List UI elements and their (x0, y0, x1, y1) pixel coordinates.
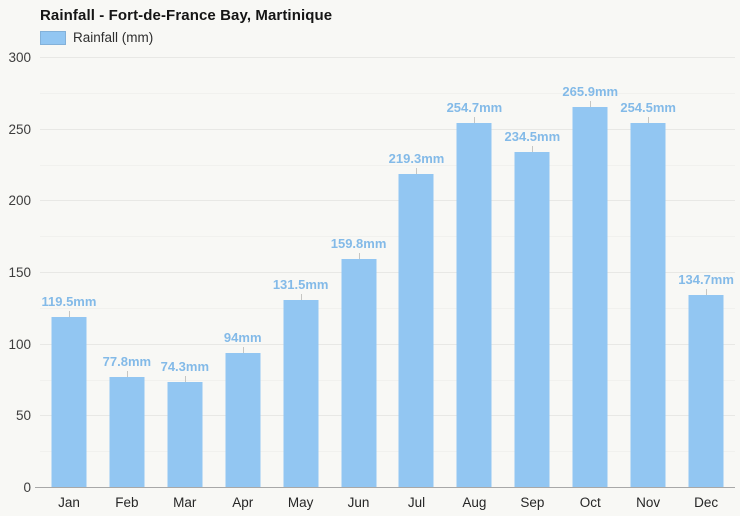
value-label-oct: 265.9mm (562, 83, 619, 99)
x-label-jul: Jul (407, 495, 426, 510)
gridline-75 (40, 379, 735, 381)
value-label-nov: 254.5mm (620, 100, 676, 116)
gridline-200 (40, 200, 735, 202)
gridline-300 (40, 57, 735, 58)
bar-mar[interactable] (167, 381, 203, 488)
gridline-275 (40, 92, 735, 94)
x-label-feb: Feb (115, 495, 139, 510)
bar-nov[interactable] (630, 123, 666, 488)
value-stem-dec (706, 288, 708, 295)
gridline-225 (40, 164, 735, 166)
y-tick-100: 100 (8, 336, 31, 352)
value-label-feb: 77.8mm (102, 353, 152, 369)
x-axis-line (35, 487, 735, 488)
bar-slot-dec: 134.7mm (677, 58, 735, 488)
value-label-jul: 219.3mm (388, 150, 445, 166)
value-label-sep: 234.5mm (504, 128, 561, 144)
x-label-jan: Jan (58, 495, 80, 510)
y-tick-250: 250 (8, 121, 31, 137)
x-label-aug: Aug (462, 495, 487, 510)
bar-sep[interactable] (514, 151, 550, 488)
bar-may[interactable] (283, 299, 319, 488)
bar-slot-sep: 234.5mm (503, 58, 561, 488)
value-label-may: 131.5mm (272, 276, 329, 292)
bar-apr[interactable] (225, 353, 261, 488)
value-label-jan: 119.5mm (41, 293, 97, 309)
gridline-100 (40, 343, 735, 345)
legend-label: Rainfall (mm) (73, 30, 154, 45)
legend-swatch-icon (40, 30, 66, 45)
value-stem-may (300, 293, 302, 300)
x-label-jun: Jun (347, 495, 370, 510)
chart-title: Rainfall - Fort-de-France Bay, Martiniqu… (40, 7, 333, 24)
value-stem-oct (590, 100, 592, 107)
y-tick-150: 150 (8, 265, 31, 280)
x-label-sep: Sep (520, 495, 545, 510)
x-label-may: May (287, 495, 314, 510)
gridline-25 (40, 451, 735, 453)
bar-jan[interactable] (51, 316, 87, 488)
x-label-oct: Oct (579, 495, 601, 510)
x-label-mar: Mar (173, 495, 197, 510)
x-axis-labels: Jan Feb Mar Apr May Jun Jul Aug Sep Oct Nov Dec (40, 495, 735, 510)
legend-rainfall[interactable]: Rainfall (mm) (40, 30, 153, 45)
value-stem-aug (474, 116, 476, 123)
bar-slot-apr: 94mm (214, 58, 272, 488)
value-label-apr: 94mm (223, 330, 262, 346)
bar-slot-nov: 254.5mm (619, 58, 677, 488)
bar-jul[interactable] (398, 173, 434, 488)
bar-slot-feb: 77.8mm (98, 58, 156, 488)
bar-slot-mar: 74.3mm (156, 58, 214, 488)
bar-dec[interactable] (688, 294, 724, 488)
y-tick-300: 300 (8, 50, 31, 65)
value-stem-mar (184, 375, 186, 382)
value-stem-jul (416, 167, 418, 174)
value-stem-apr (242, 347, 244, 354)
bar-feb[interactable] (109, 376, 145, 488)
x-label-dec: Dec (694, 495, 719, 510)
value-label-aug: 254.7mm (446, 99, 503, 115)
value-stem-jun (358, 252, 360, 259)
bar-slot-jul: 219.3mm (388, 58, 446, 488)
bar-jun[interactable] (341, 258, 377, 488)
gridline-150 (40, 272, 735, 273)
plot-area: 119.5mm 77.8mm 74.3mm 94mm 131.5mm 159.8mm 219… (35, 57, 735, 488)
bar-slot-may: 131.5mm (272, 58, 330, 488)
gridline-125 (40, 307, 735, 309)
gridline-250 (40, 128, 735, 130)
gridline-50 (40, 415, 735, 417)
value-stem-sep (532, 145, 534, 152)
bar-slot-oct: 265.9mm (561, 58, 619, 488)
value-label-jun: 159.8mm (330, 235, 387, 251)
y-tick-200: 200 (8, 193, 31, 209)
value-label-dec: 134.7mm (678, 271, 734, 287)
value-label-mar: 74.3mm (160, 358, 210, 374)
bar-slot-jun: 159.8mm (330, 58, 388, 488)
x-label-apr: Apr (232, 495, 254, 510)
value-stem-jan (68, 310, 70, 317)
value-stem-feb (126, 370, 128, 377)
value-stem-nov (648, 117, 650, 124)
y-tick-50: 50 (15, 408, 31, 424)
bar-oct[interactable] (572, 106, 608, 488)
y-tick-0: 0 (23, 480, 31, 495)
bar-aug[interactable] (456, 122, 492, 488)
bar-slot-jan: 119.5mm (40, 58, 98, 488)
bars-container: 119.5mm 77.8mm 74.3mm 94mm 131.5mm 159.8mm 219… (40, 58, 735, 488)
x-label-nov: Nov (636, 495, 661, 510)
gridline-175 (40, 236, 735, 238)
bar-slot-aug: 254.7mm (445, 58, 503, 488)
